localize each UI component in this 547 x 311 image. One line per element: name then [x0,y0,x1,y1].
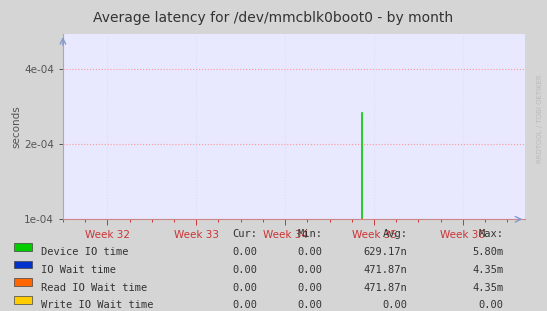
Text: 0.00: 0.00 [232,300,257,310]
Text: Write IO Wait time: Write IO Wait time [41,300,154,310]
Text: 5.80m: 5.80m [472,247,503,257]
Text: Average latency for /dev/mmcblk0boot0 - by month: Average latency for /dev/mmcblk0boot0 - … [94,11,453,25]
Text: 4.35m: 4.35m [472,283,503,293]
Text: 4.35m: 4.35m [472,265,503,275]
Text: Max:: Max: [478,230,503,239]
Text: Read IO Wait time: Read IO Wait time [41,283,147,293]
Text: Device IO time: Device IO time [41,247,129,257]
Text: 471.87n: 471.87n [364,265,408,275]
Text: Avg:: Avg: [382,230,408,239]
Text: 629.17n: 629.17n [364,247,408,257]
Text: 0.00: 0.00 [232,247,257,257]
FancyBboxPatch shape [14,296,32,304]
FancyBboxPatch shape [14,261,32,268]
Text: RRDTOOL / TOBI OETIKER: RRDTOOL / TOBI OETIKER [537,74,543,163]
Text: 0.00: 0.00 [298,283,323,293]
FancyBboxPatch shape [14,278,32,286]
Text: 0.00: 0.00 [382,300,408,310]
Text: 0.00: 0.00 [298,247,323,257]
Text: 0.00: 0.00 [232,283,257,293]
Text: 471.87n: 471.87n [364,283,408,293]
FancyBboxPatch shape [14,243,32,251]
Text: Cur:: Cur: [232,230,257,239]
Text: IO Wait time: IO Wait time [41,265,116,275]
Y-axis label: seconds: seconds [11,105,21,148]
Text: Min:: Min: [298,230,323,239]
Text: 0.00: 0.00 [298,300,323,310]
Text: 0.00: 0.00 [478,300,503,310]
Text: 0.00: 0.00 [298,265,323,275]
Text: 0.00: 0.00 [232,265,257,275]
